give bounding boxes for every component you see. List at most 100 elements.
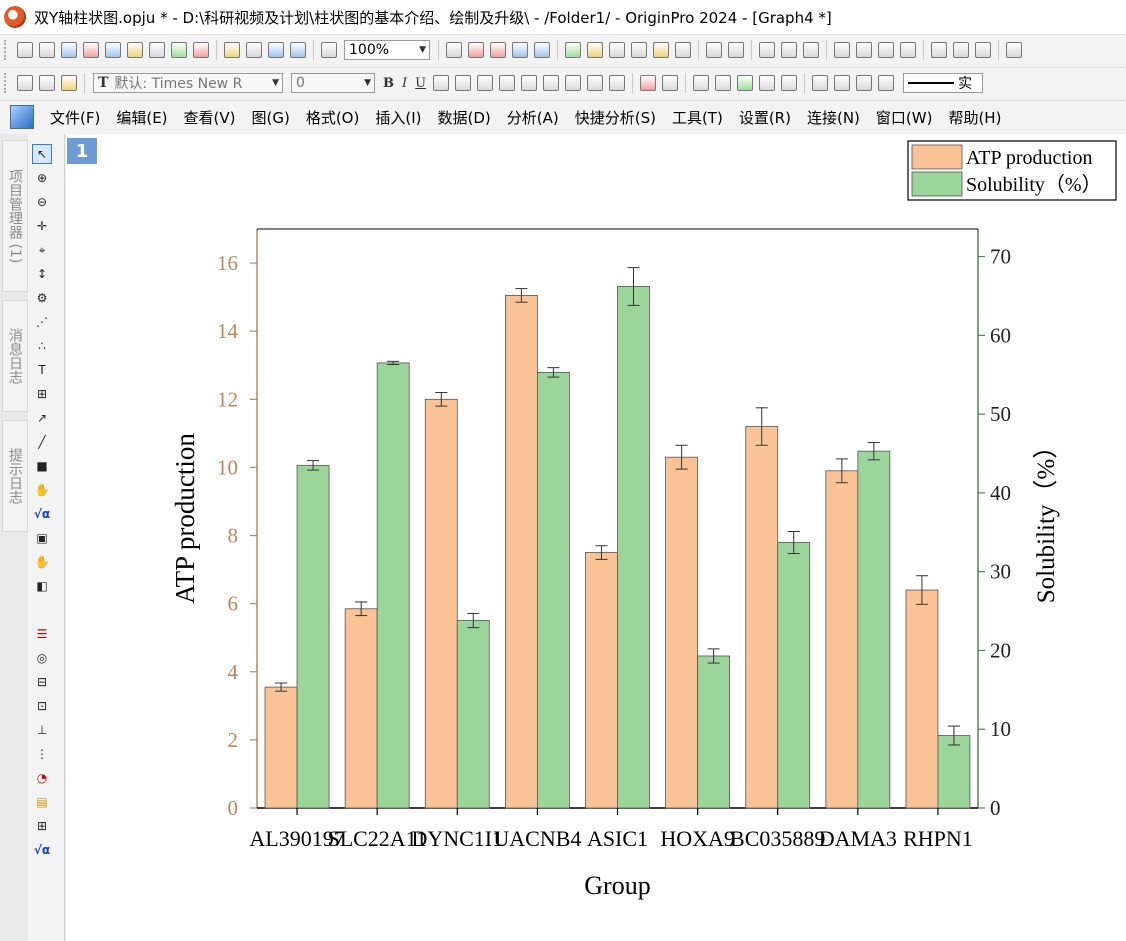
clear-filter-icon[interactable] — [953, 42, 969, 58]
zoom-out-icon[interactable]: ⊖ — [36, 195, 48, 209]
tab-messages-log[interactable]: 消息日志 — [2, 300, 28, 412]
align-icon[interactable] — [565, 75, 582, 91]
line-tool-icon[interactable]: ╱ — [38, 435, 46, 449]
open-template-icon[interactable] — [246, 42, 262, 58]
data-selector-icon[interactable]: ↕ — [36, 267, 48, 281]
project-explorer-icon[interactable] — [565, 42, 581, 58]
layer-frame-icon[interactable]: ⊡ — [36, 699, 48, 713]
recalculate-icon[interactable] — [321, 42, 337, 58]
menu-data[interactable]: 数据(D) — [437, 108, 491, 127]
font-size-select[interactable]: 0 ▼ — [291, 73, 375, 93]
pattern-color-icon[interactable] — [834, 75, 851, 91]
plot-setup-icon[interactable] — [737, 75, 754, 91]
menu-quick-analysis[interactable]: 快捷分析(S) — [574, 108, 656, 127]
insert-image-icon[interactable]: ▣ — [36, 531, 48, 545]
new-layout-icon[interactable] — [149, 42, 165, 58]
apps-icon[interactable] — [653, 42, 669, 58]
new-function-icon[interactable] — [127, 42, 143, 58]
arrow-tool-icon[interactable]: ↗ — [36, 411, 48, 425]
histogram-icon[interactable] — [878, 42, 894, 58]
group-icon[interactable] — [693, 75, 710, 91]
menu-file[interactable]: 文件(F) — [50, 108, 101, 127]
layer-contents-icon[interactable] — [759, 75, 776, 91]
data-reader-icon[interactable]: ⌖ — [38, 242, 46, 257]
grouped-bar-icon[interactable] — [900, 42, 916, 58]
graph-window-icon[interactable] — [10, 105, 34, 129]
new-workbook-icon[interactable] — [61, 42, 77, 58]
sum-icon[interactable] — [759, 42, 775, 58]
menu-connect[interactable]: 连接(N) — [806, 108, 860, 127]
symbol-icon[interactable] — [878, 75, 895, 91]
add-column-icon[interactable] — [706, 42, 722, 58]
column-chart-icon[interactable] — [834, 42, 850, 58]
underline-button[interactable]: U — [415, 75, 427, 91]
bar-chart-icon[interactable] — [856, 42, 872, 58]
menu-view[interactable]: 查看(V) — [183, 108, 236, 127]
arrange-windows-icon[interactable] — [512, 42, 528, 58]
scale-bar-icon[interactable]: ⊥ — [36, 723, 48, 737]
font-select[interactable]: T 默认: Times New R ▼ — [93, 73, 283, 93]
menu-settings[interactable]: 设置(R) — [738, 108, 791, 127]
move-layer-icon[interactable]: ✋ — [34, 555, 50, 569]
line-style-select[interactable]: 实 — [903, 73, 984, 93]
new-excel-icon[interactable] — [171, 42, 187, 58]
stats-icon[interactable] — [781, 42, 797, 58]
decrease-font-icon[interactable] — [543, 75, 560, 91]
region-select-icon[interactable]: ⋰ — [36, 315, 48, 329]
graph-page[interactable] — [66, 134, 1126, 941]
new-matrix-icon[interactable] — [105, 42, 121, 58]
origin-app-icon[interactable] — [4, 6, 26, 28]
equation-tool-icon[interactable]: √α — [33, 507, 51, 521]
superscript-icon[interactable] — [433, 75, 450, 91]
increase-font-icon[interactable] — [521, 75, 538, 91]
script-window-icon[interactable] — [728, 42, 744, 58]
zoom-select[interactable]: 100% ▼ — [344, 40, 430, 60]
align-tool-icon[interactable]: ⊟ — [36, 675, 48, 689]
menu-edit[interactable]: 编辑(E) — [116, 108, 168, 127]
results-log-icon[interactable] — [587, 42, 603, 58]
new-graph-icon[interactable] — [83, 42, 99, 58]
toolbar-grip[interactable] — [4, 40, 10, 60]
fill-color-icon[interactable] — [812, 75, 829, 91]
text-tool-icon[interactable]: T — [38, 363, 46, 377]
copy-icon[interactable] — [39, 75, 55, 91]
color-scale-icon[interactable]: ☰ — [36, 627, 48, 641]
add-plot-icon[interactable] — [1006, 42, 1022, 58]
new-notes-icon[interactable] — [39, 42, 55, 58]
ungroup-icon[interactable] — [715, 75, 732, 91]
open-icon[interactable] — [224, 42, 240, 58]
font-color-icon[interactable] — [609, 75, 626, 91]
scale-in-icon[interactable]: ✛ — [36, 219, 48, 233]
tab-project-explorer[interactable]: 项目管理器 (1) — [2, 140, 28, 292]
greek-icon[interactable] — [499, 75, 516, 91]
paste-icon[interactable] — [61, 75, 77, 91]
line-color-icon[interactable] — [856, 75, 873, 91]
pattern-icon[interactable] — [587, 75, 604, 91]
menu-tools[interactable]: 工具(T) — [671, 108, 723, 127]
filter-options-icon[interactable] — [975, 42, 991, 58]
code-builder-icon[interactable] — [631, 42, 647, 58]
hand-tool-icon[interactable]: ✋ — [34, 483, 50, 497]
merge-icon[interactable] — [781, 75, 798, 91]
supersub-icon[interactable] — [477, 75, 494, 91]
menu-graph[interactable]: 图(G) — [251, 108, 290, 127]
save-icon[interactable] — [268, 42, 284, 58]
rectangle-tool-icon[interactable]: ■ — [36, 459, 48, 473]
pointer-icon[interactable]: ↖ — [32, 144, 52, 164]
mask-icon[interactable]: ⚙ — [36, 291, 48, 305]
menu-help[interactable]: 帮助(H) — [948, 108, 1002, 127]
italic-button[interactable]: I — [402, 75, 408, 91]
zoom-in-icon[interactable]: ⊕ — [36, 171, 48, 185]
command-window-icon[interactable] — [609, 42, 625, 58]
3d-object-icon[interactable]: ◧ — [36, 579, 48, 593]
save-template-icon[interactable] — [290, 42, 306, 58]
folder-tool-icon[interactable]: ▤ — [36, 795, 48, 809]
print-icon[interactable] — [446, 42, 462, 58]
bold-button[interactable]: B — [383, 75, 394, 91]
new-script-icon[interactable] — [193, 42, 209, 58]
timer-icon[interactable]: ◔ — [36, 771, 48, 785]
circle-tool-icon[interactable]: ◎ — [36, 651, 48, 665]
layer-number-badge[interactable]: 1 — [67, 138, 97, 164]
layer-back-icon[interactable] — [662, 75, 679, 91]
draw-data-icon[interactable]: ∴ — [38, 339, 46, 353]
